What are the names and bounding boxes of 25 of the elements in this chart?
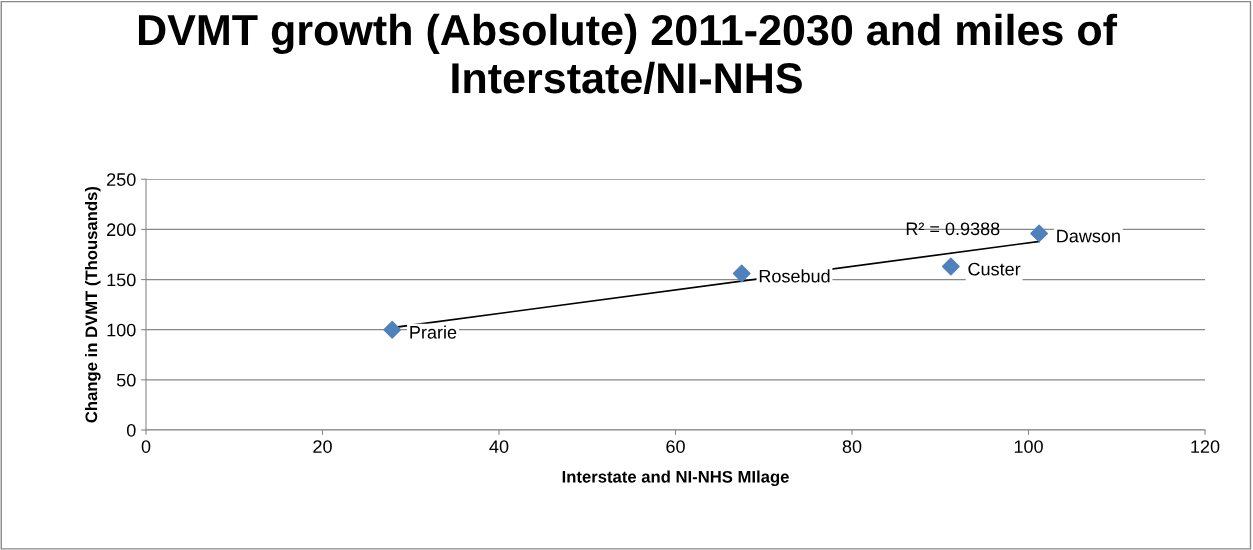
x-tick-label: 100 [1014,440,1043,453]
y-tick-label: 50 [116,373,136,387]
x-tick-label: 20 [313,440,332,453]
y-tick-label: 200 [107,223,136,237]
y-axis-title: Change in DVMT (Thousands) [84,186,101,423]
point [941,257,960,276]
annotation: Dawson [1057,229,1120,243]
annotation: Prarie [410,325,457,339]
point [1030,224,1049,243]
y-tick-label: 250 [107,173,136,186]
point [732,264,751,283]
x-tick-label: 60 [666,440,685,453]
x-tick-label: 80 [842,440,862,453]
x-axis-title: Interstate and NI-NHS MIlage [562,470,789,487]
annotation: Custer [968,262,1021,276]
x-tick-label: 0 [141,440,151,453]
x-tick-label: 120 [1191,440,1220,453]
x-tick-label: 40 [489,440,509,453]
annotation: R² = 0.9388 [906,222,1000,236]
y-tick-label: 0 [126,423,136,437]
annotation: Rosebud [759,269,830,283]
chart-title: DVMT growth (Absolute) 2011-2030 and miles of Interstate/NI-NHS [138,13,1118,94]
y-tick-label: 100 [107,323,136,337]
y-tick-label: 150 [107,273,136,287]
point [383,320,402,339]
